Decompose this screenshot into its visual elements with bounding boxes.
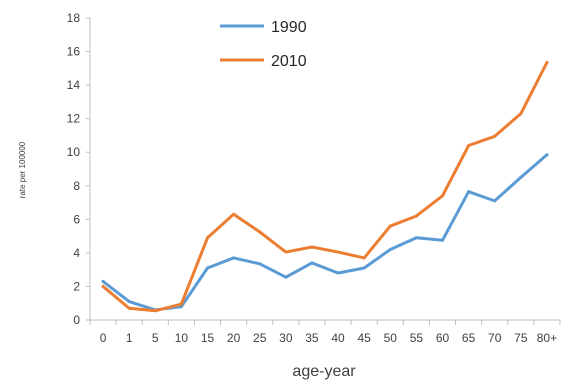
x-tick-label: 45 [357,331,371,345]
x-tick-label: 65 [462,331,476,345]
y-tick-label: 18 [67,11,81,25]
data-point-1990 [101,279,105,283]
data-point-2010 [284,250,288,254]
x-axis-ticks: 0 1 5 10 15 20 25 30 35 40 45 50 55 60 65 70 75 80+ [89,320,561,345]
legend: 1990 2010 [220,19,307,70]
x-tick-label: 50 [384,331,398,345]
data-point-2010 [414,214,418,218]
y-axis-ticks: 0 2 4 6 8 10 12 14 16 18 [67,11,90,327]
x-tick-label: 55 [410,331,424,345]
data-point-1990 [545,153,549,157]
y-tick-label: 10 [67,145,81,159]
data-point-2010 [362,256,366,260]
data-point-1990 [179,305,183,309]
data-point-2010 [232,212,236,216]
data-point-2010 [388,224,392,228]
y-tick-label: 4 [73,246,80,260]
y-axis-title: rate per 100000 [18,141,27,198]
x-tick-label: 30 [279,331,293,345]
data-point-1990 [362,266,366,270]
x-tick-label: 1 [126,331,133,345]
y-tick-label: 6 [73,212,80,226]
data-point-2010 [467,144,471,148]
data-point-2010 [101,284,105,288]
data-point-1990 [127,300,131,304]
series-line-1990 [101,153,549,312]
legend-label-1990: 1990 [271,19,307,36]
x-tick-label: 10 [175,331,189,345]
data-point-1990 [206,266,209,270]
data-point-2010 [127,306,131,310]
data-point-2010 [441,194,444,198]
data-point-2010 [258,230,262,234]
x-tick-label: 20 [227,331,241,345]
x-tick-label: 5 [152,331,159,345]
data-point-1990 [388,248,392,252]
series-layer [101,60,549,313]
data-point-2010 [206,236,209,240]
x-tick-label: 60 [436,331,450,345]
x-tick-label: 0 [100,331,107,345]
data-point-1990 [493,199,497,203]
x-tick-label: 15 [201,331,215,345]
y-tick-label: 0 [73,313,80,327]
data-point-2010 [336,250,340,254]
data-point-2010 [179,302,183,306]
data-point-1990 [258,262,262,266]
data-point-1990 [519,175,523,179]
data-point-1990 [414,236,418,240]
x-tick-label: 80+ [537,331,557,345]
series-line-2010 [101,60,549,313]
x-axis-title: age-year [292,363,356,380]
data-point-2010 [153,309,157,313]
data-point-1990 [284,275,288,279]
x-tick-label: 25 [253,331,267,345]
data-point-1990 [232,256,236,260]
x-tick-label: 75 [514,331,528,345]
data-point-2010 [545,60,549,64]
x-tick-label: 35 [305,331,319,345]
data-point-2010 [519,112,523,116]
data-point-1990 [441,238,444,242]
data-point-1990 [310,261,314,265]
x-tick-label: 70 [488,331,502,345]
y-tick-label: 8 [73,179,80,193]
y-tick-label: 16 [67,45,81,59]
data-point-2010 [310,245,314,249]
legend-label-2010: 2010 [271,53,307,70]
y-tick-label: 14 [67,78,81,92]
x-tick-label: 40 [331,331,345,345]
y-tick-label: 12 [67,112,81,126]
data-point-1990 [336,271,340,275]
data-point-2010 [493,134,497,138]
data-point-1990 [467,190,471,194]
y-tick-label: 2 [73,279,80,293]
